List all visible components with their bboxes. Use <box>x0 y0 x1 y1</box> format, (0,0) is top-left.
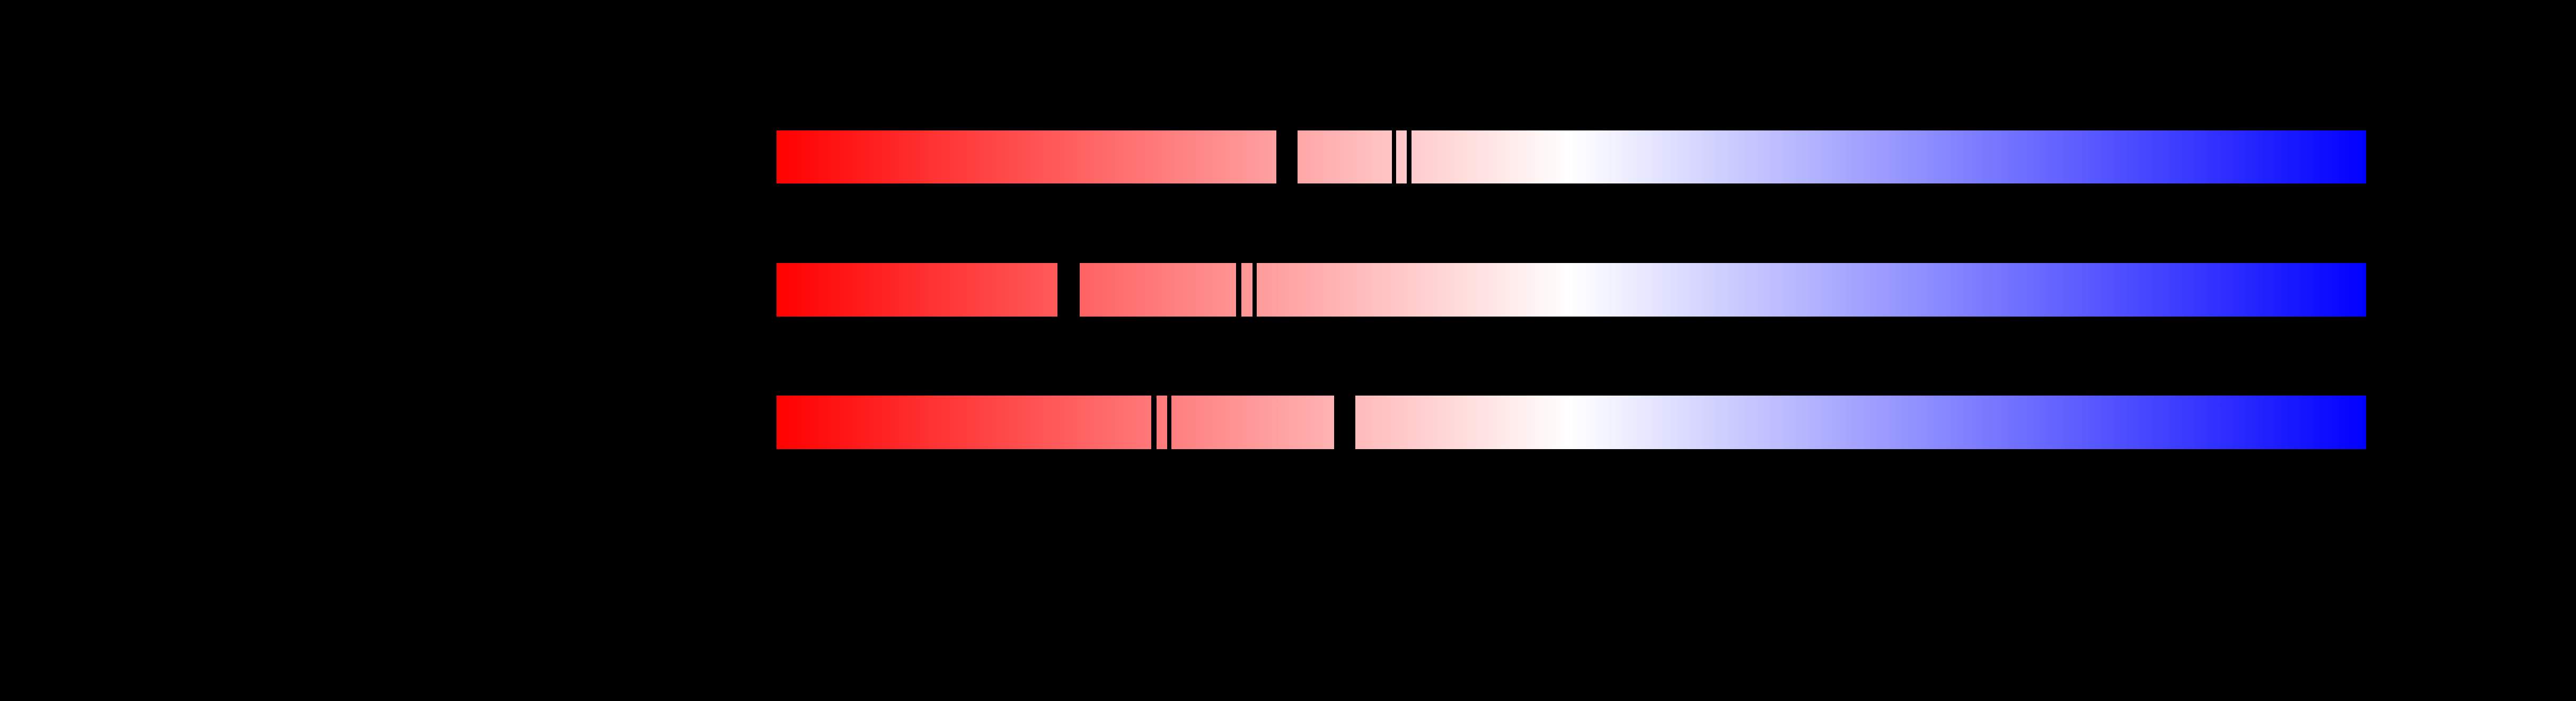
thin-tick-marker <box>1236 263 1241 317</box>
gradient-bar-1 <box>777 130 2366 183</box>
thin-tick-marker <box>1167 396 1171 449</box>
thin-tick-marker <box>1252 263 1257 317</box>
thin-tick-marker <box>1392 130 1396 183</box>
thick-tick-marker <box>1057 263 1080 317</box>
thin-tick-marker <box>1407 130 1411 183</box>
gradient-bar-2 <box>777 263 2366 317</box>
gradient-bar-3 <box>777 396 2366 449</box>
thin-tick-marker <box>1151 396 1157 449</box>
thick-tick-marker <box>1276 130 1298 183</box>
thick-tick-marker <box>1334 396 1355 449</box>
